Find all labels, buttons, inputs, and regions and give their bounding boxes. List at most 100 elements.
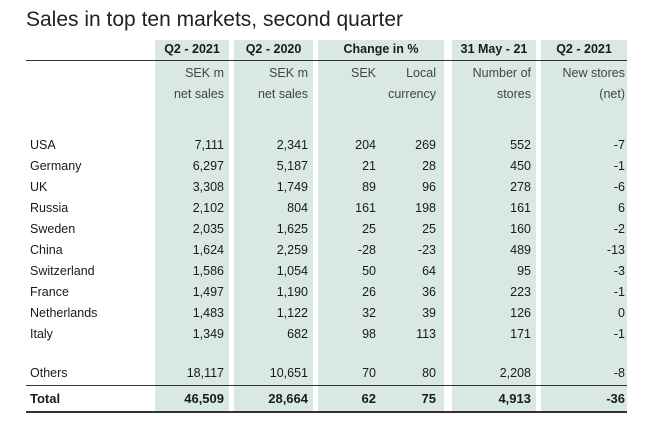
cell-change-sek: 204 <box>355 138 376 152</box>
cell-q2-2021: 1,497 <box>192 285 224 299</box>
cell-stores: 489 <box>510 243 531 257</box>
header-q2-2021: Q2 - 2021 <box>164 42 220 56</box>
cell-change-local: 80 <box>422 366 436 380</box>
cell-change-sek: 26 <box>362 285 376 299</box>
cell-change-sek: 161 <box>355 201 376 215</box>
total-label: Total <box>30 391 61 406</box>
cell-new-stores: -7 <box>613 138 625 152</box>
market-name: China <box>30 243 63 257</box>
table-row: Switzerland 1,586 1,054 50 64 95 -3 <box>0 261 652 281</box>
page-title: Sales in top ten markets, second quarter <box>26 8 404 31</box>
cell-q2-2020: 1,122 <box>276 306 308 320</box>
cell-q2-2021: 1,586 <box>192 264 224 278</box>
market-name: Italy <box>30 327 53 341</box>
band-stores <box>452 40 536 412</box>
band-change <box>318 40 444 412</box>
header-rule <box>26 60 627 61</box>
band-q2-2020 <box>234 40 313 412</box>
subheader-new-stores: New stores (net) <box>562 66 625 101</box>
cell-stores: 161 <box>510 201 531 215</box>
cell-q2-2020: 28,664 <box>268 391 308 406</box>
table-row: Germany 6,297 5,187 21 28 450 -1 <box>0 156 652 176</box>
cell-q2-2021: 1,349 <box>192 327 224 341</box>
header-may: 31 May - 21 <box>460 42 528 56</box>
cell-q2-2020: 682 <box>287 327 308 341</box>
cell-stores: 95 <box>517 264 531 278</box>
cell-new-stores: -2 <box>613 222 625 236</box>
cell-stores: 2,208 <box>499 366 531 380</box>
cell-change-sek: 98 <box>362 327 376 341</box>
header-q2-2020: Q2 - 2020 <box>245 42 302 56</box>
cell-stores: 278 <box>510 180 531 194</box>
cell-change-sek: 32 <box>362 306 376 320</box>
cell-q2-2020: 10,651 <box>269 366 308 380</box>
cell-q2-2021: 1,483 <box>192 306 224 320</box>
cell-q2-2020: 1,054 <box>276 264 308 278</box>
cell-new-stores: -1 <box>613 327 625 341</box>
market-name: Netherlands <box>30 306 98 320</box>
cell-change-local: 25 <box>422 222 436 236</box>
cell-change-local: 36 <box>422 285 436 299</box>
cell-change-local: 269 <box>415 138 436 152</box>
table-row: USA 7,111 2,341 204 269 552 -7 <box>0 135 652 155</box>
cell-q2-2021: 46,509 <box>184 391 224 406</box>
table-row: Netherlands 1,483 1,122 32 39 126 0 <box>0 303 652 323</box>
market-name: UK <box>30 180 48 194</box>
table-row: Sweden 2,035 1,625 25 25 160 -2 <box>0 219 652 239</box>
cell-change-local: 28 <box>422 159 436 173</box>
header-change: Change in % <box>343 42 419 56</box>
cell-change-local: 198 <box>415 201 436 215</box>
total-rule <box>26 385 627 386</box>
subheader-sek-m: SEK m net sales <box>257 66 308 101</box>
cell-q2-2020: 1,749 <box>276 180 308 194</box>
cell-new-stores: -36 <box>606 391 625 406</box>
market-name: Russia <box>30 201 69 215</box>
cell-q2-2021: 2,035 <box>192 222 224 236</box>
cell-new-stores: 0 <box>618 306 625 320</box>
cell-change-local: 96 <box>422 180 436 194</box>
market-name: France <box>30 285 69 299</box>
cell-q2-2021: 6,297 <box>192 159 224 173</box>
cell-new-stores: -1 <box>613 285 625 299</box>
cell-q2-2021: 7,111 <box>194 138 224 152</box>
market-name: Switzerland <box>30 264 95 278</box>
cell-new-stores: -6 <box>613 180 625 194</box>
market-name: Germany <box>30 159 82 173</box>
cell-new-stores: -13 <box>606 243 625 257</box>
cell-new-stores: -3 <box>613 264 625 278</box>
cell-new-stores: -8 <box>613 366 625 380</box>
cell-q2-2021: 2,102 <box>192 201 224 215</box>
cell-q2-2020: 1,625 <box>276 222 308 236</box>
bottom-rule <box>26 411 627 413</box>
cell-new-stores: 6 <box>618 201 625 215</box>
table-row: UK 3,308 1,749 89 96 278 -6 <box>0 177 652 197</box>
cell-change-sek: 70 <box>362 366 376 380</box>
cell-change-sek: 21 <box>362 159 376 173</box>
table-row: China 1,624 2,259 -28 -23 489 -13 <box>0 240 652 260</box>
cell-new-stores: -1 <box>613 159 625 173</box>
subheader-sek: SEK <box>350 66 376 80</box>
cell-change-local: 113 <box>416 327 436 341</box>
cell-stores: 552 <box>510 138 531 152</box>
subheader-sek-m: SEK m net sales <box>173 66 224 101</box>
cell-change-sek: 25 <box>362 222 376 236</box>
table-row: Italy 1,349 682 98 113 171 -1 <box>0 324 652 344</box>
cell-change-local: 64 <box>422 264 436 278</box>
cell-stores: 171 <box>510 327 531 341</box>
cell-q2-2020: 1,190 <box>276 285 308 299</box>
subheader-number-of-stores: Number of stores <box>472 66 531 101</box>
cell-q2-2020: 5,187 <box>276 159 308 173</box>
cell-stores: 450 <box>510 159 531 173</box>
market-name: Sweden <box>30 222 76 236</box>
others-row: Others 18,117 10,651 70 80 2,208 -8 <box>0 363 652 383</box>
cell-stores: 223 <box>510 285 531 299</box>
table-row: France 1,497 1,190 26 36 223 -1 <box>0 282 652 302</box>
cell-q2-2021: 1,624 <box>192 243 224 257</box>
cell-q2-2020: 2,341 <box>276 138 308 152</box>
cell-change-sek: 89 <box>362 180 376 194</box>
cell-stores: 160 <box>510 222 531 236</box>
cell-q2-2020: 804 <box>287 201 308 215</box>
cell-q2-2020: 2,259 <box>276 243 308 257</box>
table-row: Russia 2,102 804 161 198 161 6 <box>0 198 652 218</box>
cell-change-sek: -28 <box>357 243 376 257</box>
